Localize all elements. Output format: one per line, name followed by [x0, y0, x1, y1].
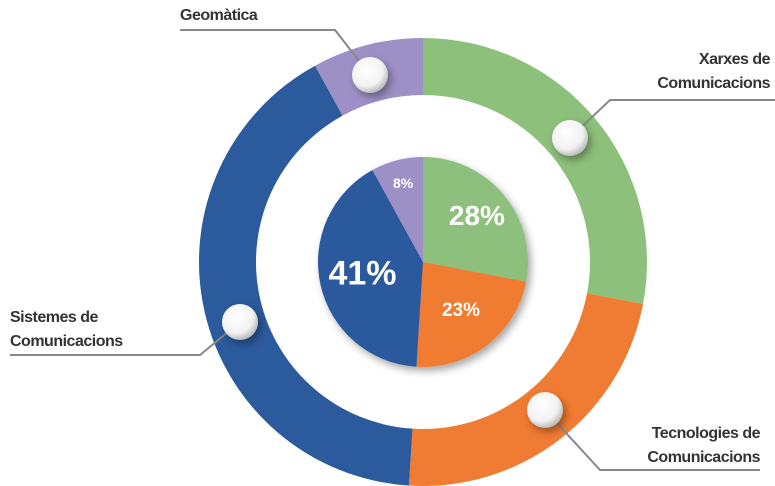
legend-label: Sistemes de Comunicacions [10, 309, 123, 350]
ring-segment [423, 38, 647, 304]
ring-segment [408, 293, 644, 486]
knob [352, 57, 388, 93]
leader-line [569, 99, 775, 139]
leader-line [544, 409, 760, 471]
pie-slice [372, 157, 423, 262]
ring-segment [198, 65, 413, 486]
legend-label: Geomàtica [180, 7, 258, 24]
inner-pie [317, 157, 528, 368]
pie-slice [317, 169, 423, 367]
value-label: 23% [442, 300, 480, 321]
knob [552, 120, 588, 156]
legend-label: Tecnologies de Comunicacions [647, 425, 760, 466]
value-labels: 28% 23% 41% 8% [328, 175, 505, 321]
value-label: 41% [328, 255, 396, 293]
legend-label: Xarxes de Comunicacions [657, 51, 770, 92]
knob [222, 304, 258, 340]
knob [527, 392, 563, 428]
pie-slice [416, 262, 527, 368]
value-label: 8% [393, 175, 414, 191]
pie-slice [423, 157, 528, 282]
leader-line [180, 29, 371, 76]
knobs [222, 57, 588, 428]
value-label: 28% [449, 200, 505, 231]
